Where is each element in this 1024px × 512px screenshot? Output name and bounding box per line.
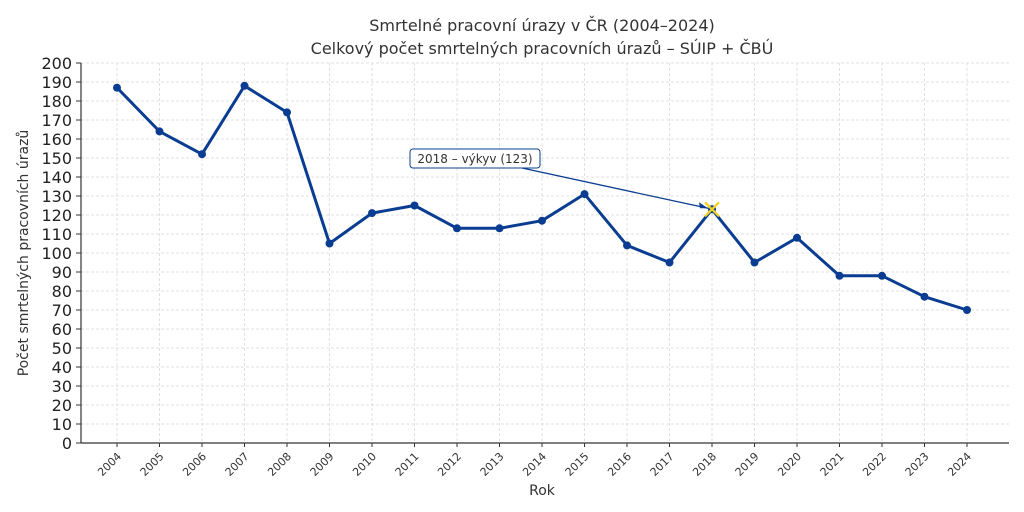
data-point [623,241,631,250]
y-tick-label: 20 [52,396,72,415]
x-axis-label: Rok [529,483,556,499]
x-tick-label: 2023 [903,450,932,479]
y-tick-label: 70 [52,301,72,320]
chart-subtitle: Celkový počet smrtelných pracovních úraz… [311,39,774,58]
data-point [368,209,376,218]
data-point [410,201,419,210]
x-tick-label: 2016 [605,450,634,479]
y-tick-label: 190 [41,73,72,92]
grid-lines [81,62,1009,444]
annotation-box [409,148,541,169]
data-point [793,233,801,242]
x-tick-label: 2007 [223,450,252,479]
y-tick-label: 170 [41,111,72,130]
annotation: 2018 – výkyv (123) [409,148,720,218]
y-tick-label: 100 [41,244,72,263]
data-point [878,271,886,280]
y-tick-label: 140 [41,168,72,187]
data-point [453,224,461,233]
x-tick-label: 2008 [265,450,294,479]
x-tick-label: 2010 [350,450,379,479]
chart-title: Smrtelné pracovní úrazy v ČR (2004–2024) [369,16,715,35]
y-tick-label: 110 [41,225,72,244]
data-point [538,216,546,225]
data-point [155,127,164,136]
x-tick-label: 2009 [308,450,337,479]
data-point [920,292,929,301]
y-tick-label: 40 [52,358,72,377]
y-axis-ticks: 0102030405060708090100110120130140150160… [41,54,81,453]
x-tick-label: 2019 [733,450,762,479]
x-tick-label: 2004 [95,450,124,479]
y-tick-label: 0 [62,434,72,453]
y-tick-label: 160 [41,130,72,149]
annotation-text: 2018 – výkyv (123) [417,152,532,166]
x-axis-ticks: 2004 2005 2006 2007 2008 2009 2010 2011 2012 2013… [95,443,974,479]
data-point [113,83,121,92]
y-tick-label: 30 [52,377,72,396]
data-point [835,271,844,280]
data-point [325,239,334,248]
x-tick-label: 2015 [563,450,592,479]
x-tick-label: 2011 [393,450,422,479]
y-axis-label: Počet smrtelných pracovních úrazů [16,130,32,377]
x-tick-label: 2022 [860,450,889,479]
x-tick-label: 2020 [775,450,804,479]
data-point [580,190,589,199]
y-tick-label: 120 [41,206,72,225]
x-tick-label: 2021 [818,450,847,479]
y-tick-label: 10 [52,415,72,434]
x-tick-label: 2018 [690,450,719,479]
data-point [665,258,674,267]
data-point [963,306,971,314]
x-tick-label: 2013 [478,450,507,479]
y-tick-label: 50 [52,339,72,358]
y-tick-label: 80 [52,282,72,301]
y-tick-label: 180 [41,92,72,111]
data-point [240,81,249,90]
y-tick-label: 150 [41,149,72,168]
data-point [283,108,291,117]
y-tick-label: 90 [52,263,72,282]
y-tick-label: 130 [41,187,72,206]
y-tick-label: 60 [52,320,72,339]
x-tick-label: 2005 [138,450,167,479]
axes [80,63,1009,444]
x-tick-label: 2012 [435,450,464,479]
data-point [198,150,206,159]
x-tick-label: 2006 [180,450,209,479]
data-point [495,224,504,233]
x-tick-label: 2014 [520,450,549,479]
x-tick-label: 2024 [945,450,974,479]
y-tick-label: 200 [41,54,72,73]
x-tick-label: 2017 [648,450,677,479]
data-point [750,258,759,267]
